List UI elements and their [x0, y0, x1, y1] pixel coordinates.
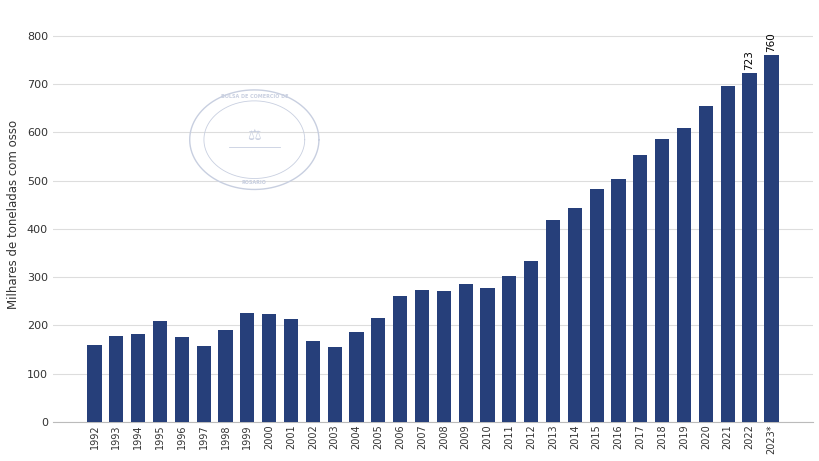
Text: 760: 760: [766, 33, 776, 52]
Bar: [218, 330, 233, 422]
Text: ⚖: ⚖: [247, 128, 260, 143]
Bar: [632, 155, 647, 422]
Bar: [458, 284, 473, 422]
Bar: [197, 346, 210, 422]
Bar: [741, 73, 756, 422]
Bar: [545, 220, 559, 422]
Bar: [240, 313, 254, 422]
Bar: [414, 290, 428, 422]
Bar: [174, 337, 188, 422]
Bar: [698, 106, 713, 422]
Bar: [763, 55, 777, 422]
Bar: [654, 139, 668, 422]
Bar: [589, 189, 603, 422]
Bar: [262, 314, 276, 422]
Bar: [109, 336, 124, 422]
Bar: [371, 318, 385, 422]
Bar: [502, 276, 516, 422]
Bar: [676, 128, 690, 422]
Bar: [88, 345, 102, 422]
Bar: [567, 208, 581, 422]
Text: ROSARIO: ROSARIO: [242, 181, 266, 185]
Text: 723: 723: [744, 50, 753, 70]
Bar: [153, 321, 167, 422]
Bar: [328, 347, 342, 422]
Bar: [131, 334, 145, 422]
Y-axis label: Milhares de toneladas com osso: Milhares de toneladas com osso: [7, 120, 20, 309]
Text: BOLSA DE COMERCIO DE: BOLSA DE COMERCIO DE: [220, 94, 287, 99]
Bar: [283, 319, 298, 422]
Bar: [523, 261, 537, 422]
Bar: [480, 288, 494, 422]
Bar: [349, 331, 363, 422]
Bar: [611, 179, 625, 422]
Bar: [305, 341, 319, 422]
Bar: [720, 86, 734, 422]
Bar: [392, 296, 407, 422]
Bar: [437, 290, 450, 422]
